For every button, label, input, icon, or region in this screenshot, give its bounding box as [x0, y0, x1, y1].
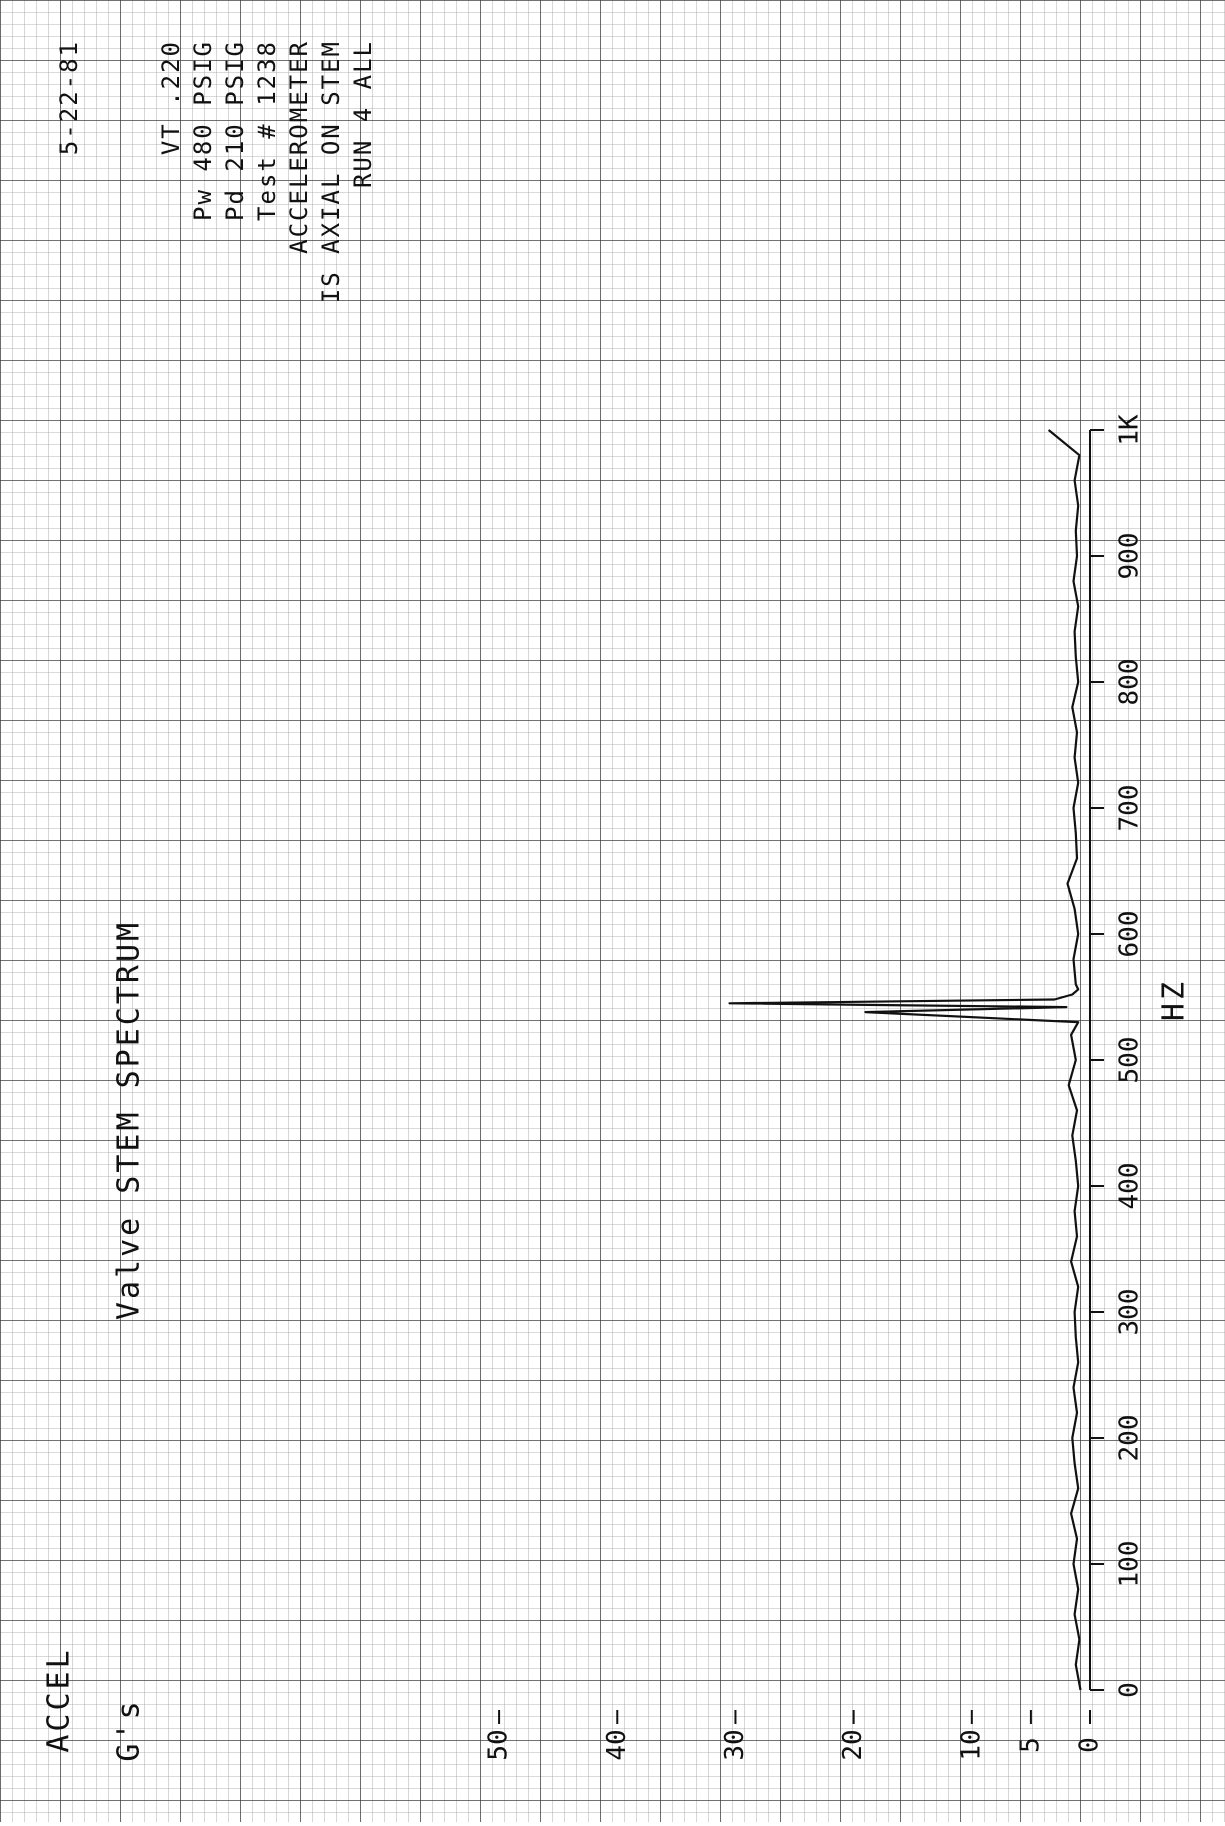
note: IS AXIAL ON STEM: [317, 40, 345, 303]
x-tick-label: 100: [1115, 1541, 1145, 1588]
y-axis-label: ACCEL: [42, 1647, 77, 1752]
y-tick-label: 0: [1075, 1737, 1105, 1753]
y-tick-label: 20: [838, 1729, 868, 1760]
chart-title: Valve STEM SPECTRUM: [112, 920, 147, 1320]
x-tick-label: 1K: [1115, 414, 1145, 446]
y-axis-unit: G's: [112, 1698, 147, 1761]
x-tick-label: 600: [1115, 911, 1145, 958]
note: Pd 210 PSIG: [221, 40, 249, 221]
note: Pw 480 PSIG: [189, 40, 217, 221]
note: 5-22-81: [55, 40, 83, 155]
note: Test # 1238: [253, 40, 281, 221]
y-tick-label: 50: [484, 1729, 514, 1760]
x-tick-label: 0: [1115, 1682, 1145, 1698]
note: ACCELEROMETER: [285, 40, 313, 254]
x-tick-label: 700: [1115, 785, 1145, 832]
x-tick-label: 900: [1115, 533, 1145, 580]
x-tick-label: 500: [1115, 1037, 1145, 1084]
y-tick-label: 10: [956, 1729, 986, 1760]
x-axis-label: HZ: [1157, 979, 1192, 1021]
y-tick-label: 5: [1015, 1737, 1045, 1753]
x-tick-label: 200: [1115, 1415, 1145, 1462]
spectrum-line: [728, 429, 1082, 1691]
note: VT .220: [157, 40, 185, 155]
x-tick-label: 400: [1115, 1163, 1145, 1210]
note: RUN 4 ALL: [349, 40, 377, 188]
x-tick-label: 800: [1115, 659, 1145, 706]
y-tick-label: 30: [720, 1729, 750, 1760]
y-tick-label: 40: [602, 1729, 632, 1760]
x-tick-label: 300: [1115, 1289, 1145, 1336]
